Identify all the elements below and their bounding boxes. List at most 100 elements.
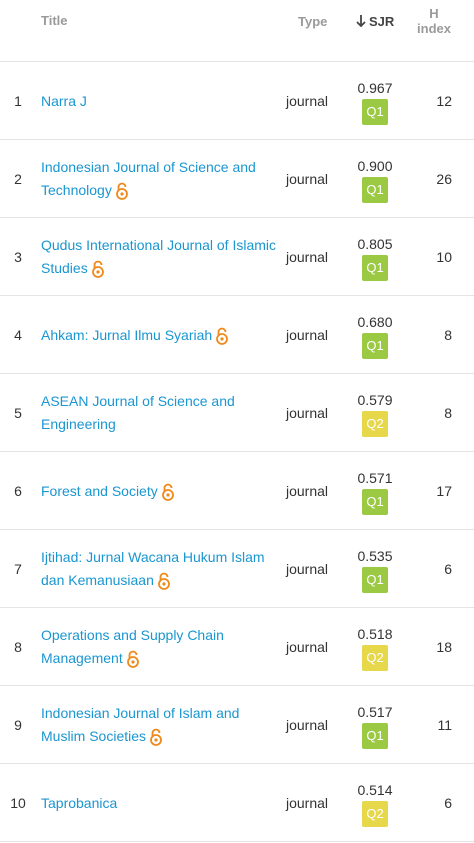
type-value: journal bbox=[285, 171, 328, 187]
table-row: 4 Ahkam: Jurnal Ilmu Syariah journal 0.680 Q… bbox=[0, 296, 474, 374]
sjr-value: 0.535 bbox=[357, 548, 393, 564]
journal-title-link[interactable]: Qudus International Journal of Islamic S… bbox=[41, 237, 277, 276]
sjr-cell: 0.967 Q1 bbox=[354, 79, 396, 125]
sjr-column-header[interactable]: SJR bbox=[356, 14, 394, 29]
journal-title-link[interactable]: Ijtihad: Jurnal Wacana Hukum Islam dan K… bbox=[41, 549, 265, 588]
title-cell: Ijtihad: Jurnal Wacana Hukum Islam dan K… bbox=[41, 530, 281, 608]
title-column-header[interactable]: Title bbox=[41, 13, 68, 28]
title-cell: Forest and Society bbox=[41, 452, 281, 530]
sjr-cell: 0.680 Q1 bbox=[354, 313, 396, 359]
type-value: journal bbox=[285, 93, 328, 109]
sjr-value: 0.967 bbox=[357, 80, 393, 96]
journal-title-link[interactable]: Operations and Supply Chain Management bbox=[41, 627, 224, 666]
open-access-icon bbox=[126, 650, 139, 668]
type-value: journal bbox=[285, 795, 328, 811]
open-access-icon bbox=[91, 260, 104, 278]
quartile-badge: Q1 bbox=[362, 723, 388, 749]
sjr-cell: 0.514 Q2 bbox=[354, 781, 396, 827]
journal-title-link[interactable]: Indonesian Journal of Islam and Muslim S… bbox=[41, 705, 240, 744]
h-index-value: 10 bbox=[436, 249, 452, 265]
sjr-header-label: SJR bbox=[369, 14, 395, 29]
sjr-value: 0.518 bbox=[357, 626, 393, 642]
sjr-cell: 0.579 Q2 bbox=[354, 391, 396, 437]
sjr-value: 0.805 bbox=[357, 236, 393, 252]
title-cell: Taprobanica bbox=[41, 764, 281, 842]
title-cell: Operations and Supply Chain Management bbox=[41, 608, 281, 686]
journal-title-link[interactable]: Forest and Society bbox=[41, 482, 158, 499]
sjr-cell: 0.571 Q1 bbox=[354, 469, 396, 515]
h-index-value: 18 bbox=[436, 639, 452, 655]
h-index-value: 12 bbox=[436, 93, 452, 109]
rank-number: 6 bbox=[14, 483, 22, 499]
quartile-badge: Q1 bbox=[362, 177, 388, 203]
rank-number: 7 bbox=[14, 561, 22, 577]
sjr-value: 0.514 bbox=[357, 782, 393, 798]
open-access-icon bbox=[150, 728, 162, 746]
table-row: 9 Indonesian Journal of Islam and Muslim … bbox=[0, 686, 474, 764]
title-cell: Ahkam: Jurnal Ilmu Syariah bbox=[41, 296, 281, 374]
rank-number: 5 bbox=[14, 405, 22, 421]
type-value: journal bbox=[285, 483, 328, 499]
quartile-badge: Q1 bbox=[362, 333, 388, 359]
quartile-badge: Q2 bbox=[362, 801, 388, 827]
type-value: journal bbox=[285, 249, 328, 265]
h-index-value: 6 bbox=[444, 795, 452, 811]
journal-title-link[interactable]: Narra J bbox=[41, 92, 87, 109]
h-index-value: 6 bbox=[444, 561, 452, 577]
table-header: Title Type SJR H index bbox=[0, 0, 474, 62]
table-row: 2 Indonesian Journal of Science and Techn… bbox=[0, 140, 474, 218]
type-column-header[interactable]: Type bbox=[298, 14, 328, 29]
journal-title-link[interactable]: ASEAN Journal of Science and Engineering bbox=[41, 393, 235, 432]
h-index-column-header[interactable]: H index bbox=[412, 6, 456, 36]
open-access-icon bbox=[216, 327, 229, 345]
sjr-value: 0.579 bbox=[357, 392, 393, 408]
sjr-cell: 0.535 Q1 bbox=[354, 547, 396, 593]
sjr-cell: 0.517 Q1 bbox=[354, 703, 396, 749]
rank-number: 3 bbox=[14, 249, 22, 265]
sjr-value: 0.571 bbox=[357, 470, 393, 486]
quartile-badge: Q2 bbox=[362, 645, 388, 671]
journal-title-link[interactable]: Taprobanica bbox=[41, 794, 118, 811]
type-value: journal bbox=[285, 717, 328, 733]
h-index-value: 8 bbox=[444, 327, 452, 343]
table-row: 10 Taprobanica journal 0.514 Q2 6 bbox=[0, 764, 474, 842]
journal-title-link[interactable]: Ahkam: Jurnal Ilmu Syariah bbox=[41, 326, 213, 343]
h-index-value: 26 bbox=[436, 171, 452, 187]
quartile-badge: Q1 bbox=[362, 567, 388, 593]
rank-number: 10 bbox=[10, 795, 26, 811]
rank-number: 2 bbox=[14, 171, 22, 187]
type-value: journal bbox=[285, 561, 328, 577]
rank-number: 8 bbox=[14, 639, 22, 655]
title-cell: Qudus International Journal of Islamic S… bbox=[41, 218, 281, 296]
sjr-value: 0.680 bbox=[357, 314, 393, 330]
table-row: 8 Operations and Supply Chain Management j… bbox=[0, 608, 474, 686]
title-cell: Indonesian Journal of Science and Techno… bbox=[41, 140, 281, 218]
quartile-badge: Q2 bbox=[362, 411, 388, 437]
h-index-value: 17 bbox=[436, 483, 452, 499]
rank-number: 1 bbox=[14, 93, 22, 109]
open-access-icon bbox=[161, 483, 174, 501]
title-cell: Narra J bbox=[41, 62, 281, 140]
type-value: journal bbox=[285, 405, 328, 421]
h-index-value: 8 bbox=[444, 405, 452, 421]
h-index-value: 11 bbox=[437, 717, 452, 733]
type-value: journal bbox=[285, 327, 328, 343]
quartile-badge: Q1 bbox=[362, 489, 388, 515]
h-index-header-line2: index bbox=[417, 21, 451, 36]
table-body: 1 Narra J journal 0.967 Q1 12 2 Indonesian Jour… bbox=[0, 62, 474, 842]
open-access-icon bbox=[115, 182, 128, 200]
title-cell: ASEAN Journal of Science and Engineering bbox=[41, 374, 281, 452]
table-row: 5 ASEAN Journal of Science and Engineerin… bbox=[0, 374, 474, 452]
sjr-value: 0.900 bbox=[357, 158, 393, 174]
rank-number: 9 bbox=[14, 717, 22, 733]
quartile-badge: Q1 bbox=[362, 255, 388, 281]
sjr-value: 0.517 bbox=[357, 704, 393, 720]
sjr-cell: 0.518 Q2 bbox=[354, 625, 396, 671]
table-row: 7 Ijtihad: Jurnal Wacana Hukum Islam dan … bbox=[0, 530, 474, 608]
journal-title-link[interactable]: Indonesian Journal of Science and Techno… bbox=[41, 159, 256, 198]
table-row: 1 Narra J journal 0.967 Q1 12 bbox=[0, 62, 474, 140]
table-row: 3 Qudus International Journal of Islamic … bbox=[0, 218, 474, 296]
table-row: 6 Forest and Society journal 0.571 Q1 17 bbox=[0, 452, 474, 530]
sjr-cell: 0.900 Q1 bbox=[354, 157, 396, 203]
